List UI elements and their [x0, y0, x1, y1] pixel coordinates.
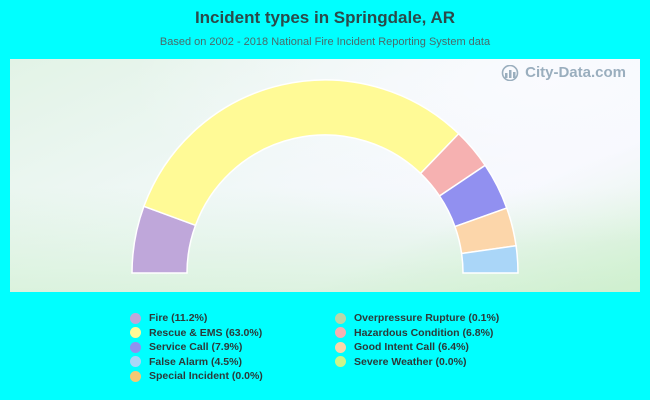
legend-swatch: [130, 312, 141, 324]
legend-item: Fire (11.2%): [130, 311, 335, 326]
watermark-text: City-Data.com: [525, 64, 626, 81]
legend-swatch: [130, 370, 141, 382]
legend-swatch: [130, 341, 141, 353]
legend-item: Good Intent Call (6.4%): [335, 340, 550, 355]
legend-label: Good Intent Call (6.4%): [354, 341, 469, 354]
legend-label: Hazardous Condition (6.8%): [354, 326, 494, 339]
legend-item: Service Call (7.9%): [130, 340, 335, 355]
legend-item: False Alarm (4.5%): [130, 355, 335, 370]
half-donut-chart: [131, 79, 519, 274]
legend-swatch: [130, 327, 141, 339]
legend-label: Fire (11.2%): [149, 312, 208, 325]
legend-label: Overpressure Rupture (0.1%): [354, 312, 500, 325]
legend-swatch: [335, 312, 346, 324]
legend-label: Special Incident (0.0%): [149, 370, 263, 383]
legend-item: Special Incident (0.0%): [130, 369, 335, 384]
chart-subtitle: Based on 2002 - 2018 National Fire Incid…: [159, 36, 491, 48]
plot-area: City-Data.com: [10, 59, 640, 292]
legend-item: Hazardous Condition (6.8%): [335, 326, 550, 341]
legend-label: Service Call (7.9%): [149, 341, 243, 354]
slice-false-alarm[interactable]: [460, 244, 519, 274]
legend-swatch: [130, 356, 141, 368]
watermark: City-Data.com: [499, 64, 626, 81]
legend-swatch: [335, 341, 346, 353]
legend-label: False Alarm (4.5%): [149, 355, 242, 368]
chart-title: Incident types in Springdale, AR: [194, 8, 456, 27]
legend-swatch: [335, 327, 346, 339]
legend-label: Rescue & EMS (63.0%): [149, 326, 263, 339]
city-data-logo-icon: [501, 64, 519, 81]
legend-item: Overpressure Rupture (0.1%): [335, 311, 550, 326]
chart-legend: Fire (11.2%) Rescue & EMS (63.0%) Service …: [130, 311, 550, 384]
legend-item: Rescue & EMS (63.0%): [130, 326, 335, 341]
slice-rescue-ems[interactable]: [142, 79, 460, 227]
legend-item: Severe Weather (0.0%): [335, 355, 550, 370]
legend-label: Severe Weather (0.0%): [354, 355, 467, 368]
legend-swatch: [335, 356, 346, 368]
